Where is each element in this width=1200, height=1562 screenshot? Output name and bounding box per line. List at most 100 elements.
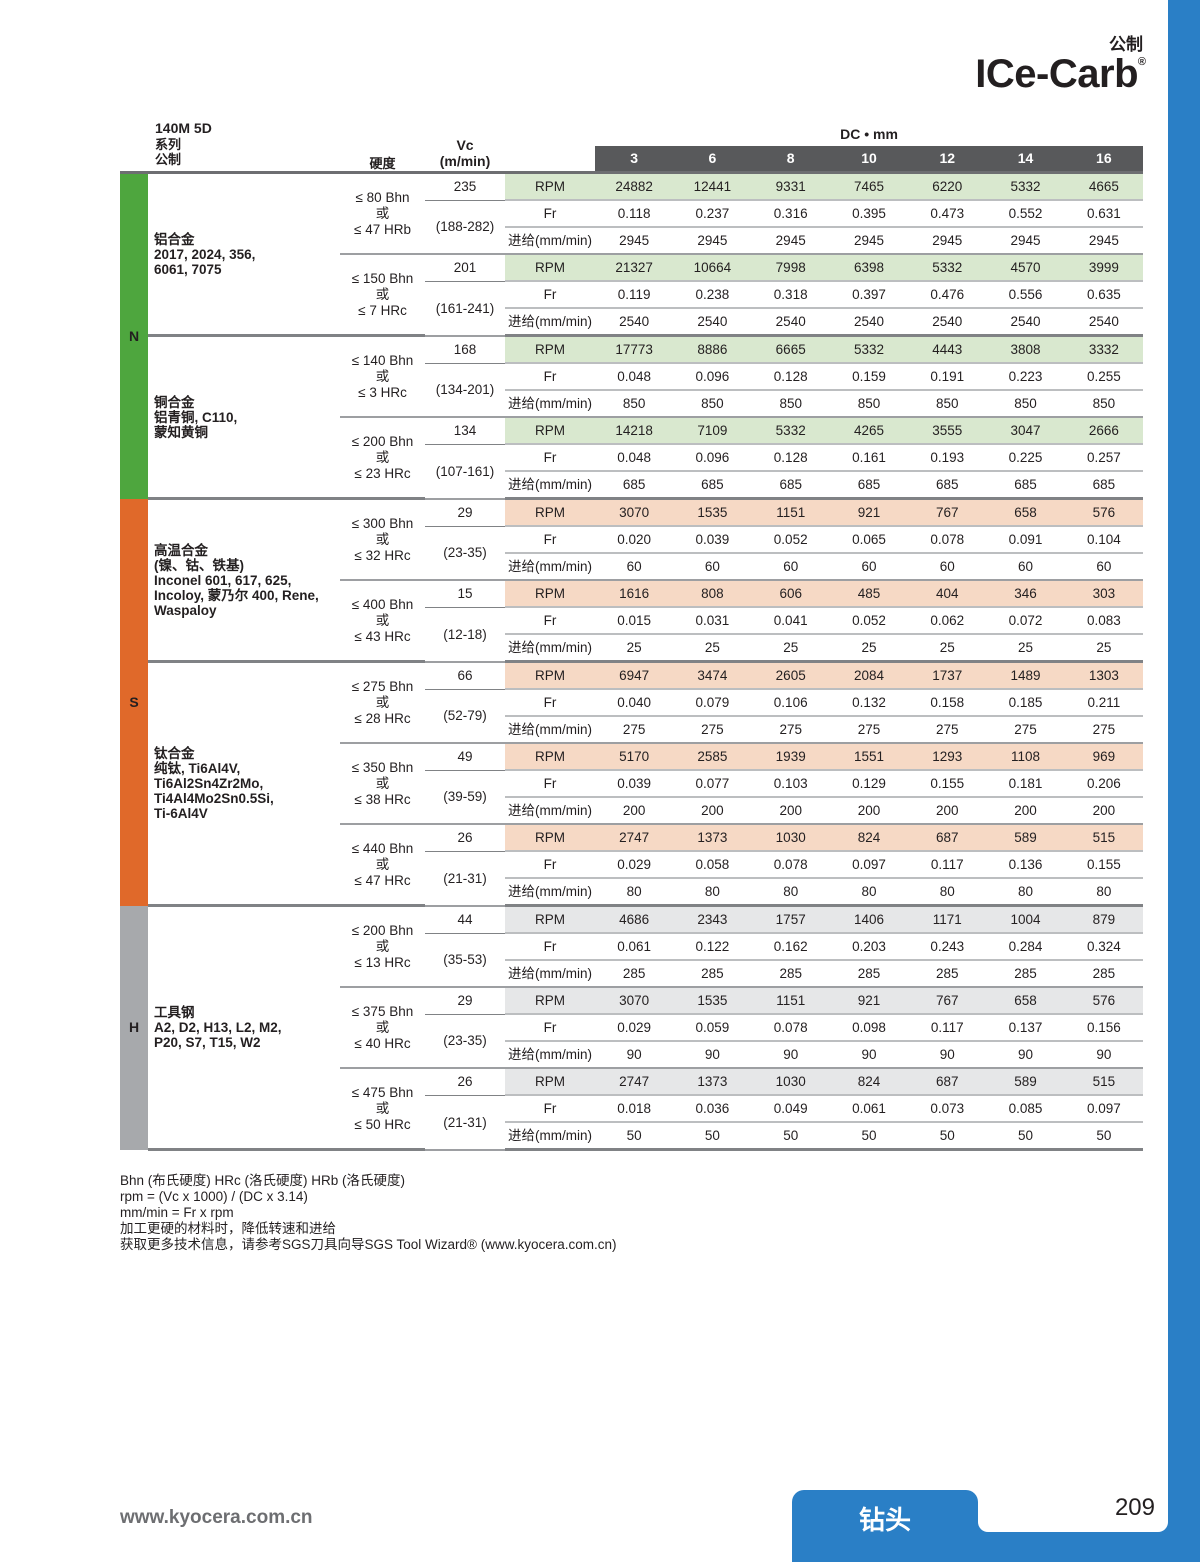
vc-range: (161-241) <box>425 281 505 337</box>
rpm-value: 3332 <box>1064 335 1143 364</box>
series-title: 140M 5D <box>155 120 212 136</box>
hardness-range: ≤ 275 Bhn 或 ≤ 28 HRc <box>340 661 425 744</box>
table-row: (188-282) Fr 0.118 0.237 0.316 0.395 0.473 0.55… <box>120 200 1143 255</box>
rpm-value: 4265 <box>829 417 909 445</box>
fr-value: 0.079 <box>673 689 752 717</box>
vc-value: 201 <box>425 254 505 282</box>
rpm-value: 1108 <box>986 743 1065 771</box>
rpm-value: 1535 <box>673 987 752 1015</box>
feed-value: 850 <box>986 390 1065 418</box>
fr-value: 0.473 <box>908 200 987 228</box>
feed-value: 2540 <box>908 308 987 337</box>
rpm-value: 589 <box>986 1068 1065 1096</box>
row-label-fr: Fr <box>505 1095 595 1123</box>
hardness-line: ≤ 275 Bhn <box>351 678 414 694</box>
material-name-line: 工具钢 <box>154 1005 195 1020</box>
feed-value: 25 <box>595 634 674 663</box>
diameter-header: 12 <box>939 150 956 166</box>
table-row: 进给(mm/min) 2945 2945 2945 2945 2945 2945 2945 <box>120 227 1143 255</box>
rpm-value: 606 <box>751 580 830 608</box>
hardness-range: ≤ 375 Bhn 或 ≤ 40 HRc <box>340 987 425 1069</box>
vc-range: (39-59) <box>425 770 505 825</box>
fr-value: 0.556 <box>986 281 1065 309</box>
material-name-line: 纯钛, Ti6Al4V, <box>154 761 241 776</box>
hardness-range: ≤ 440 Bhn 或 ≤ 47 HRc <box>340 824 425 907</box>
rpm-value: 2666 <box>1064 417 1143 445</box>
feed-value: 200 <box>751 797 830 825</box>
row-label-fr: Fr <box>505 526 595 554</box>
rpm-value: 808 <box>673 580 752 608</box>
rpm-value: 4686 <box>595 905 674 934</box>
feed-value: 200 <box>986 797 1065 825</box>
rpm-value: 5332 <box>986 174 1065 201</box>
fr-value: 0.029 <box>595 1014 674 1042</box>
material-name: 铝合金 2017, 2024, 356, 6061, 7075 <box>148 174 340 337</box>
material-name: 高温合金 (镍、钴、铁基) Inconel 601, 617, 625, Incolo… <box>148 498 340 663</box>
rpm-value: 5170 <box>595 743 674 771</box>
table-row: (12-18) Fr 0.015 0.031 0.041 0.052 0.062 0.072 0… <box>120 607 1143 663</box>
material-name-line: 高温合金 <box>154 542 208 558</box>
row-label-feed: 进给(mm/min) <box>505 716 595 744</box>
material-name-line: 6061, 7075 <box>154 261 222 277</box>
table-row: 进给(mm/min) 285 285 285 285 285 285 285 <box>120 960 1143 988</box>
fr-value: 0.091 <box>986 526 1065 554</box>
fr-value: 0.029 <box>595 851 674 879</box>
feed-value: 2945 <box>673 227 752 255</box>
fr-value: 0.223 <box>986 363 1065 391</box>
fr-value: 0.118 <box>595 200 674 228</box>
hardness-line: 或 <box>375 531 390 547</box>
fr-value: 0.181 <box>986 770 1065 798</box>
rpm-value: 1406 <box>829 905 909 934</box>
table-row: 钛合金 纯钛, Ti6Al4V, Ti6Al2Sn4Zr2Mo, Ti4Al4Mo2S… <box>120 661 1143 907</box>
fr-value: 0.155 <box>908 770 987 798</box>
fr-value: 0.161 <box>829 444 909 472</box>
diameter-header: 14 <box>1017 150 1034 166</box>
rpm-value: 7998 <box>751 254 830 282</box>
rpm-value: 1171 <box>908 905 987 934</box>
rpm-value: 5332 <box>751 417 830 445</box>
table-row: 进给(mm/min) 850 850 850 850 850 850 850 <box>120 390 1143 418</box>
rpm-value: 2747 <box>595 824 674 852</box>
rpm-value: 10664 <box>673 254 752 282</box>
fr-value: 0.065 <box>829 526 909 554</box>
hardness-line: 或 <box>375 856 390 872</box>
registered-mark: ® <box>1137 56 1146 68</box>
rpm-value: 921 <box>829 987 909 1015</box>
feed-value: 80 <box>1064 878 1143 907</box>
fr-value: 0.085 <box>986 1095 1065 1123</box>
fr-value: 0.211 <box>1064 689 1143 717</box>
vc-value: 29 <box>425 987 505 1015</box>
feed-value: 850 <box>595 390 674 418</box>
row-label-fr: Fr <box>505 444 595 472</box>
hardness-line: 或 <box>375 1019 390 1035</box>
fr-value: 0.048 <box>595 444 674 472</box>
feed-value: 25 <box>908 634 987 663</box>
row-label-feed: 进给(mm/min) <box>505 553 595 581</box>
vc-range: (52-79) <box>425 689 505 744</box>
vc-value: 66 <box>425 661 505 690</box>
feed-value: 25 <box>673 634 752 663</box>
fr-value: 0.077 <box>673 770 752 798</box>
fr-value: 0.631 <box>1064 200 1143 228</box>
table-row: 进给(mm/min) 60 60 60 60 60 60 60 <box>120 553 1143 581</box>
material-class-n: N <box>120 174 148 499</box>
table-row: (35-53) Fr 0.061 0.122 0.162 0.203 0.243 0.284 0… <box>120 933 1143 988</box>
feed-value: 50 <box>673 1122 752 1151</box>
feed-value: 275 <box>829 716 909 744</box>
table-row: 进给(mm/min) 200 200 200 200 200 200 200 <box>120 797 1143 825</box>
row-label-fr: Fr <box>505 200 595 228</box>
row-label-feed: 进给(mm/min) <box>505 390 595 418</box>
feed-value: 90 <box>595 1041 674 1069</box>
feed-value: 60 <box>986 553 1065 581</box>
hardness-range: ≤ 150 Bhn 或 ≤ 7 HRc <box>340 254 425 337</box>
material-name-line: Waspaloy <box>154 602 217 618</box>
fr-value: 0.155 <box>1064 851 1143 879</box>
hardness-range: ≤ 80 Bhn 或 ≤ 47 HRb <box>340 174 425 255</box>
row-label-rpm: RPM <box>505 254 595 282</box>
feed-value: 60 <box>829 553 909 581</box>
feed-value: 2945 <box>829 227 909 255</box>
row-label-fr: Fr <box>505 689 595 717</box>
hardness-line: ≤ 3 HRc <box>358 384 407 400</box>
rpm-value: 8886 <box>673 335 752 364</box>
fr-value: 0.058 <box>673 851 752 879</box>
